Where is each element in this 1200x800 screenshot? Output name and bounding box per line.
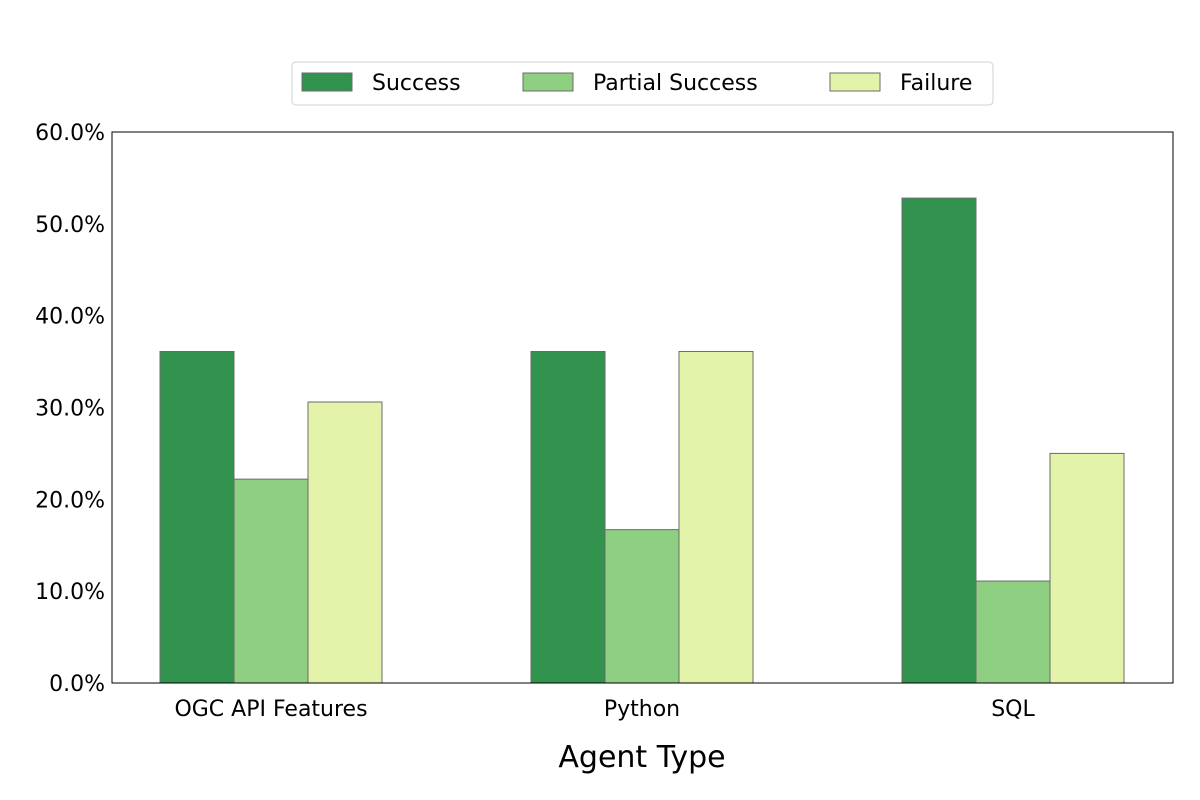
y-tick-label: 50.0% [35,213,105,238]
x-axis-title: Agent Type [558,740,725,775]
y-tick-label: 20.0% [35,488,105,513]
bar-partial-success-0 [233,478,309,684]
bar-partial-success-1 [604,529,680,684]
y-axis-ticks: 0.0% 10.0% 20.0% 30.0% 40.0% 50.0% 60.0% [35,121,105,697]
legend-frame [291,61,994,106]
legend-swatch-partial-success [522,72,574,92]
y-tick-label: 40.0% [35,305,105,330]
x-axis-ticks: OGC API Features Python SQL [174,697,1035,722]
bars-group [159,197,1125,684]
bar-failure-1 [678,350,754,684]
legend: Success Partial Success Failure [291,61,994,106]
legend-swatch-failure [829,72,881,92]
legend-label-failure: Failure [900,71,972,96]
x-tick-label: Python [604,697,680,722]
legend-swatch-success [301,72,353,92]
legend-label-partial-success: Partial Success [593,71,758,96]
legend-label-success: Success [372,71,461,96]
bar-failure-2 [1049,452,1125,684]
bar-success-0 [159,350,235,684]
y-tick-label: 0.0% [49,672,105,697]
x-tick-label: OGC API Features [174,697,367,722]
y-tick-label: 30.0% [35,397,105,422]
y-tick-label: 10.0% [35,580,105,605]
plot-frame [111,131,1174,684]
x-tick-label: SQL [991,697,1035,722]
bar-success-2 [901,197,977,684]
bar-partial-success-2 [975,580,1051,684]
bar-success-1 [530,350,606,684]
y-tick-label: 60.0% [35,121,105,146]
bar-failure-0 [307,401,383,684]
